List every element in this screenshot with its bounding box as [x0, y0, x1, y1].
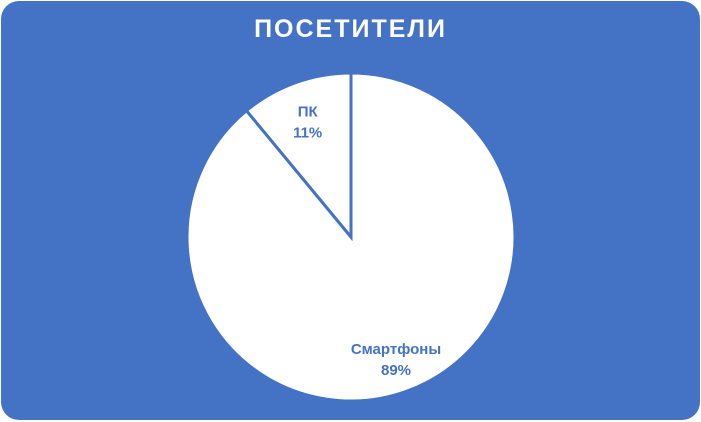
data-label-name: Смартфоны [351, 341, 441, 358]
data-label-value: 11% [293, 125, 322, 142]
data-label-value: 89% [381, 362, 411, 379]
chart-title: ПОСЕТИТЕЛИ [254, 15, 447, 43]
pie-slice-1 [244, 71, 353, 242]
data-label-name: ПК [298, 104, 319, 121]
